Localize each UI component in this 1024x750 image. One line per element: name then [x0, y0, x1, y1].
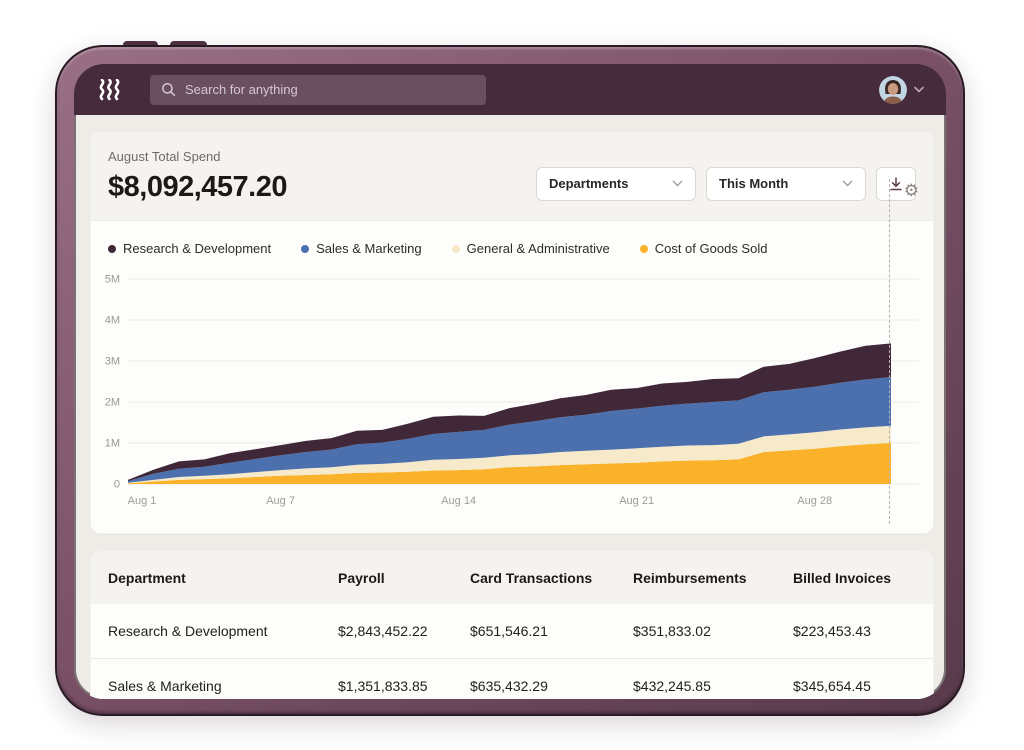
y-axis-tick-label: 3M: [105, 356, 120, 368]
legend-dot-icon: [301, 244, 310, 253]
legend-dot-icon: [451, 244, 460, 253]
table-cell: $432,245.85: [633, 678, 711, 694]
legend-label: General & Administrative: [466, 241, 610, 256]
legend-label: Sales & Marketing: [316, 241, 422, 256]
y-axis-tick-label: 4M: [105, 315, 120, 327]
total-spend-block: August Total Spend $8,092,457.20: [108, 149, 287, 204]
area-series-general-administrative: [128, 425, 891, 484]
x-axis-tick-label: Aug 14: [441, 495, 476, 507]
spend-period-label: August Total Spend: [108, 149, 221, 164]
table-row: Research & Development $2,843,452.22 $651,…: [91, 604, 933, 659]
table-header: Department Payroll Card Transactions Reimbu…: [91, 552, 933, 604]
legend-item[interactable]: Sales & Marketing: [301, 241, 422, 256]
table-cell: $2,843,452.22: [338, 623, 428, 639]
user-menu[interactable]: [879, 64, 924, 115]
chevron-down-icon: [914, 86, 924, 93]
spend-header: August Total Spend $8,092,457.20 Departm…: [91, 133, 933, 221]
table-cell: $345,654.45: [793, 678, 871, 694]
x-axis-tick-label: Aug 21: [619, 495, 654, 507]
chevron-down-icon: [672, 180, 683, 187]
total-spend-amount: $8,092,457.20: [108, 171, 287, 203]
spend-area-chart: 0 1M 2M 3M 4M 5M Aug 1 Aug 7 Aug 14 Aug 21 Aug 28: [105, 274, 919, 507]
column-header: Billed Invoices: [793, 570, 892, 586]
search-placeholder: Search for anything: [185, 82, 298, 97]
table-cell: Research & Development: [108, 623, 268, 639]
table-cell: $223,453.43: [793, 623, 871, 639]
search-input[interactable]: Search for anything: [150, 74, 486, 105]
period-dropdown[interactable]: This Month: [706, 166, 866, 201]
filter-controls: Departments This Month: [536, 166, 916, 201]
departments-dropdown[interactable]: Departments: [536, 166, 696, 201]
legend-dot-icon: [639, 244, 648, 253]
y-axis-tick-label: 2M: [105, 397, 120, 409]
download-icon: [888, 176, 904, 192]
area-series-research-development: [128, 343, 891, 482]
download-button[interactable]: [876, 166, 916, 201]
tablet-frame: Search for anything: [55, 45, 965, 716]
table-header-row: Department Payroll Card Transactions Reimbu…: [91, 552, 933, 604]
table-cell: $635,432.29: [470, 678, 548, 694]
chart-settings-button[interactable]: ⚙: [903, 181, 919, 201]
department-table-card: Department Payroll Card Transactions Reimbu…: [90, 551, 934, 699]
table-cell: $351,833.02: [633, 623, 711, 639]
chevron-down-icon: [842, 180, 853, 187]
column-header: Payroll: [338, 570, 385, 586]
x-axis-tick-label: Aug 28: [797, 495, 832, 507]
legend-item[interactable]: Research & Development: [108, 241, 271, 256]
table-cell: Sales & Marketing: [108, 678, 222, 694]
table-cell: $651,546.21: [470, 623, 548, 639]
y-axis-tick-label: 0: [114, 479, 120, 491]
current-date-marker: [889, 179, 890, 524]
screen: Search for anything: [74, 64, 946, 699]
y-axis-tick-label: 5M: [105, 274, 120, 286]
area-series-cost-of-goods-sold: [128, 443, 891, 484]
dashboard-content: August Total Spend $8,092,457.20 Departm…: [74, 115, 946, 699]
table-cell: $1,351,833.85: [338, 678, 428, 694]
departments-dropdown-value: Departments: [549, 176, 629, 191]
avatar: [879, 75, 907, 104]
x-axis-tick-label: Aug 1: [128, 495, 157, 507]
legend-item[interactable]: General & Administrative: [451, 241, 610, 256]
column-header: Reimbursements: [633, 570, 747, 586]
topbar: Search for anything: [74, 64, 946, 115]
table-body: Research & Development $2,843,452.22 $651,…: [91, 604, 933, 699]
column-header: Department: [108, 570, 186, 586]
legend-dot-icon: [108, 244, 116, 253]
y-axis-tick-label: 1M: [105, 438, 120, 450]
area-series-sales-marketing: [128, 377, 891, 483]
legend-label: Research & Development: [123, 241, 272, 256]
x-axis-tick-label: Aug 7: [266, 495, 295, 507]
ramp-logo-icon: [98, 78, 122, 101]
table-row: Sales & Marketing $1,351,833.85 $635,432.2…: [91, 659, 933, 699]
period-dropdown-value: This Month: [719, 176, 789, 191]
spend-chart-card: August Total Spend $8,092,457.20 Departm…: [90, 132, 934, 534]
legend-label: Cost of Goods Sold: [654, 241, 768, 256]
chart-area: Research & Development Sales & Marketing G…: [91, 179, 933, 524]
chart-legend: Research & Development Sales & Marketing G…: [108, 241, 933, 256]
legend-item[interactable]: Cost of Goods Sold: [639, 241, 768, 256]
search-icon: [161, 82, 176, 97]
column-header: Card Transactions: [470, 570, 593, 586]
